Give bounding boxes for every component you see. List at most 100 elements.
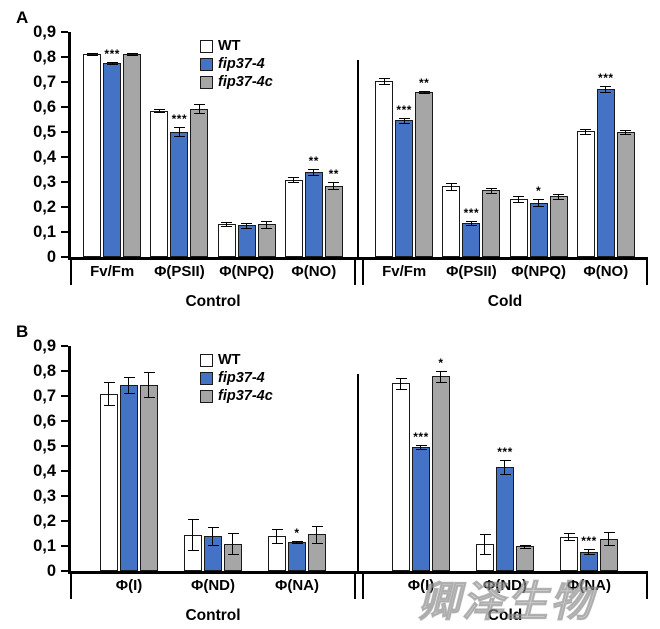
error-bar-cap — [519, 544, 531, 546]
significance-marker: ** — [308, 154, 319, 168]
y-tick-mark — [61, 31, 68, 33]
bar-wt — [509, 198, 528, 257]
y-tick-mark — [61, 181, 68, 183]
error-bar — [265, 221, 267, 228]
error-bar-cap — [398, 122, 410, 124]
bar-comp — [190, 108, 209, 257]
error-bar-cap — [288, 182, 300, 184]
error-bar-cap — [620, 130, 632, 131]
legend-swatch-mut — [200, 58, 213, 71]
error-bar — [585, 128, 587, 134]
y-tick-mark — [61, 206, 68, 208]
error-bar-cap — [193, 113, 205, 114]
legend-item-comp: fip37-4c — [200, 74, 273, 91]
y-tick-label: 0,6 — [33, 98, 56, 116]
bar-mut — [395, 120, 414, 257]
error-bar — [158, 109, 160, 112]
bar-comp — [482, 190, 501, 257]
error-bar — [131, 52, 133, 55]
error-bar-cap — [103, 405, 115, 407]
x-axis-category-label: Φ(NO) — [291, 263, 337, 280]
error-bar-cap — [513, 196, 525, 197]
error-bar-cap — [499, 459, 511, 461]
error-bar — [450, 182, 452, 190]
error-bar-cap — [143, 397, 155, 399]
x-axis-category-label: Φ(PSII) — [154, 263, 205, 280]
error-bar-cap — [221, 226, 233, 228]
x-axis-category-label: Φ(NA) — [567, 577, 611, 594]
condition-bracket-tick — [362, 571, 364, 599]
error-bar — [178, 127, 180, 136]
error-bar-cap — [499, 474, 511, 476]
bar-mut — [288, 542, 306, 571]
error-bar-cap — [86, 54, 98, 56]
panel-a: A 0,9 0,8 0,7 0,6 0,5 0,4 0,3 0,2 0,1 0 *** Fv/Fm **… — [0, 0, 660, 314]
error-bar-cap — [435, 381, 447, 383]
error-bar-cap — [465, 225, 477, 226]
bar-wt — [576, 131, 595, 257]
x-axis-category-label: Φ(ND) — [191, 577, 235, 594]
error-bar — [316, 525, 318, 543]
error-bar-cap — [479, 554, 491, 556]
y-tick-label: 0,2 — [33, 512, 56, 530]
condition-label: Control — [185, 293, 241, 310]
error-bar-cap — [600, 91, 612, 93]
y-tick-mark — [61, 370, 68, 372]
panel-a-letter: A — [16, 8, 29, 27]
error-bar-cap — [103, 381, 115, 383]
y-tick-label: 0,8 — [33, 362, 56, 380]
significance-marker: *** — [581, 534, 597, 549]
y-tick-mark — [61, 256, 68, 258]
error-bar-cap — [563, 533, 575, 534]
significance-marker: * — [294, 525, 300, 540]
legend-label-wt: WT — [218, 38, 241, 55]
error-bar — [245, 222, 247, 228]
panel-b: B 0,9 0,8 0,7 0,6 0,5 0,4 0,3 0,2 0,1 0 Φ(I) Φ(ND) *… — [0, 314, 660, 628]
error-bar-cap — [311, 543, 323, 544]
error-bar-cap — [261, 221, 273, 222]
x-axis-category-label: Φ(I) — [407, 577, 435, 594]
error-bar-cap — [513, 201, 525, 203]
x-axis-category-label: Φ(I) — [115, 577, 143, 594]
error-bar-cap — [418, 91, 430, 92]
error-bar-cap — [603, 544, 615, 546]
panel-a-legend: WT fip37-4 fip37-4c — [200, 38, 273, 92]
legend-swatch-comp — [200, 76, 213, 89]
error-bar-cap — [479, 533, 491, 535]
significance-marker: *** — [497, 444, 513, 459]
bar-comp — [616, 131, 635, 257]
bar-comp — [123, 53, 142, 257]
error-bar-cap — [328, 189, 340, 191]
bar-comp — [432, 376, 450, 571]
error-bar — [490, 187, 492, 193]
condition-bracket-tick — [354, 571, 356, 599]
legend-label-comp: fip37-4c — [218, 388, 273, 405]
y-tick-mark — [61, 156, 68, 158]
bar-comp — [324, 185, 343, 257]
error-bar-cap — [465, 220, 477, 222]
error-bar-cap — [288, 177, 300, 179]
x-axis-category-label: Φ(PSII) — [446, 263, 497, 280]
condition-separator — [357, 374, 359, 573]
y-tick-label: 0,1 — [33, 223, 56, 241]
condition-label: Control — [185, 607, 241, 624]
bar-wt — [392, 383, 410, 571]
error-bar-cap — [398, 117, 410, 119]
y-tick-mark — [61, 231, 68, 233]
error-bar — [420, 444, 422, 449]
error-bar-cap — [445, 182, 457, 184]
error-bar-cap — [261, 227, 273, 229]
bar-comp — [257, 224, 276, 257]
error-bar-cap — [106, 64, 118, 66]
error-bar-cap — [221, 222, 233, 224]
y-tick-label: 0 — [46, 248, 56, 266]
error-bar-cap — [485, 192, 497, 194]
condition-bracket-tick — [70, 571, 72, 599]
bar-wt — [560, 536, 578, 571]
error-bar-cap — [241, 222, 253, 224]
y-tick-label: 0,9 — [33, 23, 56, 41]
error-bar-cap — [86, 52, 98, 54]
error-bar-cap — [563, 540, 575, 541]
y-tick-label: 0,3 — [33, 173, 56, 191]
